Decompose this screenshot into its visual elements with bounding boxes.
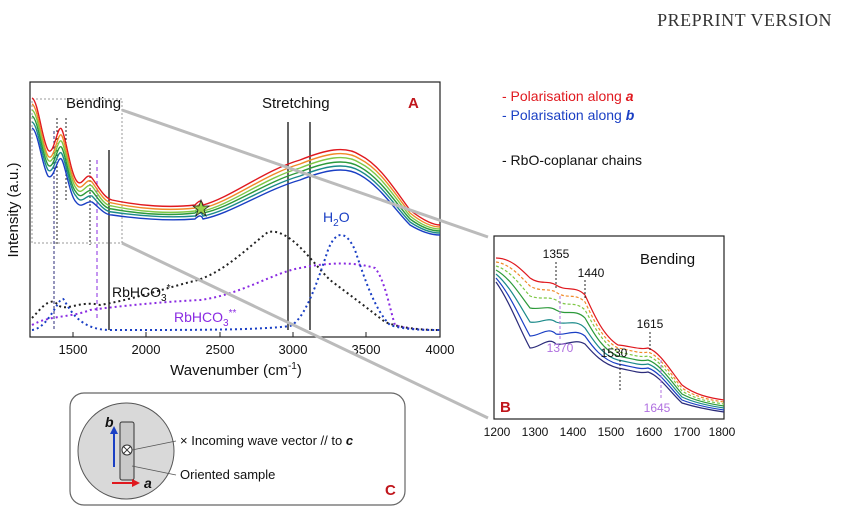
- a-curve-red: [31, 97, 441, 226]
- legend-rbo-chains: - RbO-coplanar chains: [502, 152, 643, 168]
- b-xtick-1200: 1200: [484, 425, 511, 439]
- c-a-label: a: [144, 475, 152, 491]
- incoming-vector-cross-b: [122, 445, 132, 455]
- c-incoming-label: × Incoming wave vector // to c: [180, 433, 354, 448]
- a-bending-label: Bending: [66, 95, 121, 112]
- panel-c: b a × Incoming wave vector // to c Orien…: [69, 392, 406, 506]
- a-spectra: [31, 97, 441, 236]
- a-ref2-label: RbHCO3**: [174, 308, 236, 329]
- legend-polarisation-a: - Polarisation along a: [502, 88, 634, 104]
- b-xtick-1700: 1700: [674, 425, 701, 439]
- a-xtick-3000: 3000: [279, 342, 308, 357]
- panel-b-letter: B: [500, 399, 511, 416]
- a-curve-teal: [31, 121, 441, 234]
- b-x-ticks: 1200 1300 1400 1500 1600 1700 1800: [484, 425, 736, 439]
- legend-polarisation-b: - Polarisation along b: [502, 107, 635, 123]
- a-curve-lightgreen: [31, 109, 441, 230]
- a-ylabel: Intensity (a.u.): [5, 162, 22, 257]
- b-peak-1530: 1530: [601, 346, 628, 360]
- a-curve-green: [31, 115, 441, 232]
- a-axis-arrowhead: [132, 479, 140, 487]
- b-xtick-1300: 1300: [522, 425, 549, 439]
- b-axis-arrowhead: [110, 426, 118, 434]
- b-peak-1440: 1440: [578, 266, 605, 280]
- c-b-label: b: [105, 414, 114, 430]
- a-curve-orange: [31, 103, 441, 228]
- b-peak-1615: 1615: [637, 317, 664, 331]
- b-curve-red: [495, 257, 725, 401]
- panel-c-letter: C: [385, 482, 396, 499]
- b-peak-1645: 1645: [644, 401, 671, 415]
- panel-a: 1500 2000 2500 3000 3500 4000 Wavenumber…: [5, 81, 455, 379]
- panel-a-frame: [29, 81, 441, 338]
- a-xtick-1500: 1500: [59, 342, 88, 357]
- a-xtick-4000: 4000: [426, 342, 455, 357]
- zoom-box: [31, 98, 123, 244]
- b-curve-blue: [495, 277, 725, 411]
- b-curve-navy: [495, 281, 725, 413]
- c-pointer-vector: [131, 440, 177, 451]
- a-ref1-label: RbHCO3*: [112, 283, 171, 304]
- b-xtick-1800: 1800: [709, 425, 736, 439]
- zoom-connector-top: [121, 108, 489, 239]
- vector-b-symbol: b: [625, 107, 635, 123]
- a-curve-blue: [31, 127, 441, 236]
- b-xtick-1400: 1400: [560, 425, 587, 439]
- panel-a-letter: A: [408, 95, 419, 112]
- header-title: PREPRINT VERSION: [657, 10, 832, 30]
- b-curve-orange: [495, 261, 725, 403]
- b-title: Bending: [640, 251, 695, 268]
- b-spectra: [495, 257, 725, 413]
- a-xlabel: Wavenumber (cm-1): [170, 361, 302, 379]
- a-ref-rbhco3-star: [31, 230, 441, 331]
- b-peak-1355: 1355: [543, 247, 570, 261]
- b-xtick-1500: 1500: [598, 425, 625, 439]
- c-sample-label: Oriented sample: [180, 467, 275, 482]
- a-ref-rbhco3-2star: [31, 262, 441, 331]
- a-xtick-2500: 2500: [206, 342, 235, 357]
- a-stretching-label: Stretching: [262, 95, 330, 112]
- panel-b: Bending B 1200 1300 1400 1500 1600 1700 …: [484, 235, 736, 439]
- b-peak-1370: 1370: [547, 341, 574, 355]
- star-icon: [191, 198, 211, 218]
- panel-b-frame: [493, 235, 725, 420]
- vector-a-symbol: a: [625, 88, 634, 104]
- b-curve-green: [495, 269, 725, 407]
- b-xtick-1600: 1600: [636, 425, 663, 439]
- b-curve-teal: [495, 273, 725, 409]
- panel-a-x-ticks: 1500 2000 2500 3000 3500 4000: [59, 332, 455, 357]
- zoom-connector-bottom: [121, 241, 489, 420]
- a-h2o-label: H2O: [323, 209, 350, 229]
- c-pointer-sample: [131, 465, 177, 476]
- a-ref-h2o: [31, 234, 441, 332]
- a-xtick-2000: 2000: [132, 342, 161, 357]
- a-xtick-3500: 3500: [352, 342, 381, 357]
